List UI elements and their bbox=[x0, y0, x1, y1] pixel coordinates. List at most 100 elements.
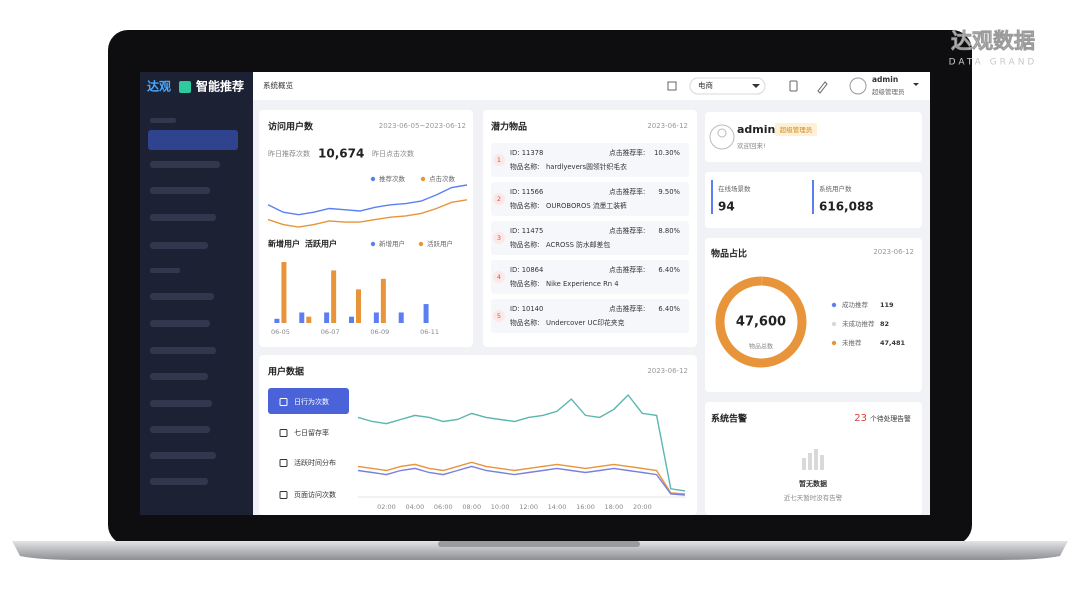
bar bbox=[398, 312, 404, 323]
avatar[interactable] bbox=[849, 77, 867, 95]
bar bbox=[373, 312, 379, 323]
rate-label: 点击推荐率: bbox=[609, 148, 645, 157]
legend-label: 活跃用户 bbox=[427, 239, 453, 248]
x-tick-label: 20:00 bbox=[633, 503, 652, 511]
stat-value: 10,674 bbox=[318, 147, 364, 161]
name-label: 物品名称: bbox=[510, 201, 539, 210]
rate-label: 点击推荐率: bbox=[609, 265, 645, 274]
card-title: 用户数据 bbox=[267, 366, 304, 378]
share-card bbox=[705, 238, 922, 392]
item-row[interactable] bbox=[491, 260, 689, 294]
item-name: hardlyevers圆领针织毛衣 bbox=[546, 162, 627, 171]
line-series bbox=[267, 199, 468, 228]
rank-badge bbox=[493, 193, 505, 205]
tab: 活跃时间分布 bbox=[294, 458, 336, 467]
profile-card bbox=[705, 112, 922, 162]
bar bbox=[281, 262, 287, 323]
rate: 9.50% bbox=[658, 188, 680, 196]
user-caret bbox=[913, 83, 919, 86]
watermark-tagline: DATA GRAND bbox=[949, 58, 1038, 68]
donut-label: 物品总数 bbox=[749, 343, 773, 351]
x-tick-label: 10:00 bbox=[491, 503, 510, 511]
rate: 6.40% bbox=[658, 266, 680, 274]
icon-grid[interactable] bbox=[667, 81, 677, 91]
icon-doc[interactable] bbox=[789, 80, 798, 92]
rate: 10.30% bbox=[654, 149, 680, 157]
item-id: ID: 11475 bbox=[510, 227, 543, 235]
empty-icon bbox=[802, 449, 824, 470]
rate: 6.40% bbox=[658, 305, 680, 313]
card-title: 潜力物品 bbox=[491, 121, 527, 133]
stat-bar bbox=[812, 180, 814, 214]
bar bbox=[324, 312, 330, 323]
line-series bbox=[267, 184, 468, 216]
x-tick-label: 06-05 bbox=[271, 328, 290, 336]
legend-value: 82 bbox=[880, 320, 889, 328]
tab: 新增用户 bbox=[268, 239, 300, 249]
x-tick-label: 06:00 bbox=[434, 503, 453, 511]
card-title: 物品占比 bbox=[711, 248, 747, 260]
legend-value: 119 bbox=[880, 301, 894, 309]
item-row[interactable] bbox=[491, 143, 689, 177]
bar bbox=[380, 278, 386, 323]
name-label: 物品名称: bbox=[510, 240, 539, 249]
logo: 达观 bbox=[147, 79, 171, 94]
tab: 七日留存率 bbox=[294, 428, 329, 437]
rank: 5 bbox=[497, 312, 501, 320]
empty-note: 近七天暂时没有告警 bbox=[784, 493, 843, 502]
legend-label: 成功推荐 bbox=[842, 300, 869, 309]
rank-badge bbox=[493, 271, 505, 283]
bar bbox=[349, 316, 354, 323]
item-row[interactable] bbox=[491, 182, 689, 216]
tab-icon bbox=[279, 398, 288, 406]
rate-label: 点击推荐率: bbox=[609, 226, 645, 235]
item-row[interactable] bbox=[491, 221, 689, 255]
donut-slice bbox=[715, 276, 807, 368]
tab: 页面访问次数 bbox=[294, 490, 336, 499]
tab: 日行为次数 bbox=[294, 397, 329, 406]
visits-card bbox=[259, 110, 473, 347]
item-name: Undercover UC印花夹克 bbox=[546, 318, 625, 327]
bar bbox=[306, 316, 312, 323]
x-tick-label: 06-07 bbox=[321, 328, 340, 336]
legend-dot bbox=[831, 321, 837, 327]
user-name: admin bbox=[872, 75, 898, 84]
item-name: ACROSS 防水邮差包 bbox=[546, 240, 610, 249]
bar bbox=[299, 312, 305, 323]
menu-active[interactable] bbox=[148, 130, 238, 150]
select-caret bbox=[752, 84, 760, 88]
stat-label: 系统用户数 bbox=[819, 184, 852, 193]
legend-dot bbox=[370, 241, 376, 247]
name-label: 物品名称: bbox=[510, 318, 539, 327]
alert-count: 23 bbox=[854, 413, 867, 424]
rank: 1 bbox=[497, 156, 501, 164]
tab-icon bbox=[279, 491, 288, 499]
legend-label: 新增用户 bbox=[379, 239, 405, 248]
tab-active[interactable] bbox=[268, 388, 349, 414]
card-title: 系统告警 bbox=[711, 413, 747, 425]
laptop-notch bbox=[438, 541, 640, 547]
badge bbox=[775, 123, 817, 136]
item-name: Nike Experience Rn 4 bbox=[546, 280, 619, 288]
name-label: 物品名称: bbox=[510, 162, 539, 171]
rank: 2 bbox=[497, 195, 501, 203]
line-series bbox=[357, 393, 686, 492]
donut-total: 47,600 bbox=[736, 315, 786, 330]
x-tick-label: 12:00 bbox=[519, 503, 538, 511]
rate: 8.80% bbox=[658, 227, 680, 235]
badge-text: 超级管理员 bbox=[780, 125, 813, 134]
icon-edit[interactable] bbox=[817, 81, 828, 94]
legend-label: 点击次数 bbox=[429, 174, 456, 183]
watermark-brand: 达观数据 bbox=[951, 29, 1035, 53]
x-tick-label: 08:00 bbox=[462, 503, 481, 511]
scene-select[interactable] bbox=[689, 77, 766, 95]
profile-avatar-head bbox=[717, 128, 727, 138]
logo-icon bbox=[179, 81, 191, 93]
legend-value: 47,481 bbox=[880, 339, 906, 347]
legend-dot bbox=[420, 176, 426, 182]
tab: 活跃用户 bbox=[305, 239, 337, 249]
rank-badge bbox=[493, 310, 505, 322]
alert-label: 个待处理告警 bbox=[870, 414, 911, 423]
legend-label: 未推荐 bbox=[842, 338, 862, 347]
item-row[interactable] bbox=[491, 299, 689, 333]
